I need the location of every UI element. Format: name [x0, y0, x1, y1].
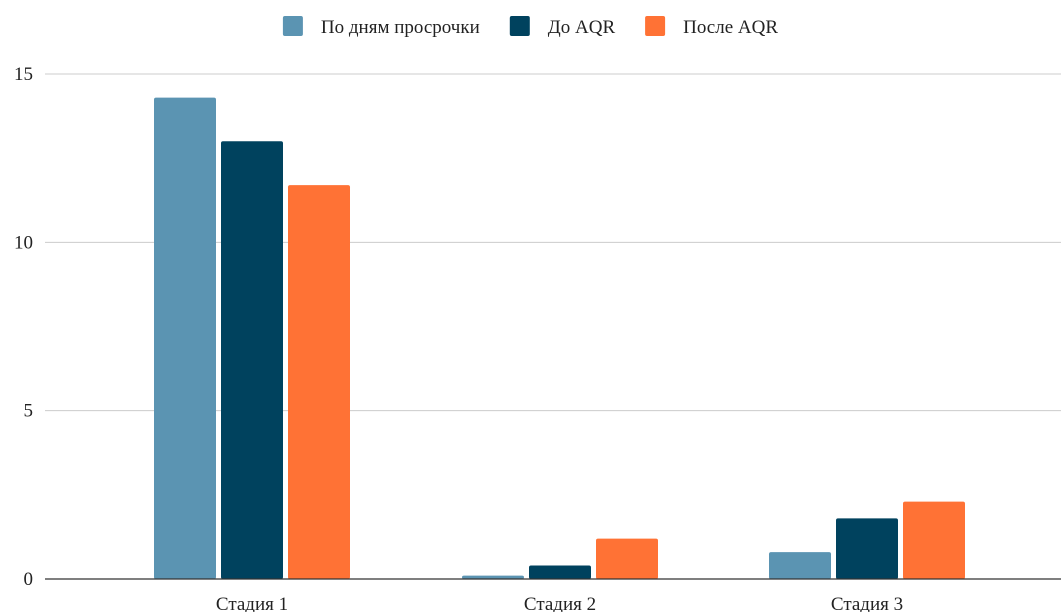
x-axis-ticks: Стадия 1 Стадия 2 Стадия 3	[216, 594, 903, 612]
bar-до-aqr-стадия-2	[529, 565, 591, 579]
bar-после-aqr-стадия-3	[903, 501, 965, 579]
y-tick-label-10: 10	[14, 232, 33, 253]
legend-swatch-после-aqr	[645, 16, 666, 36]
bar-по-дням-просрочки-стадия-3	[769, 552, 831, 579]
bar-до-aqr-стадия-1	[221, 141, 283, 580]
x-tick-label-стадия-3: Стадия 3	[831, 594, 903, 612]
y-tick-label-5: 5	[24, 401, 34, 422]
legend-swatch-до-aqr	[509, 16, 530, 36]
bar-после-aqr-стадия-2	[596, 538, 658, 579]
legend-swatch-по-дням-просрочки	[282, 16, 303, 36]
bar-по-дням-просрочки-стадия-1	[154, 97, 216, 579]
y-axis-ticks: 0 5 10 15	[14, 64, 33, 590]
legend-label-после-aqr: После AQR	[683, 17, 778, 38]
legend-item-после-aqr: После AQR	[645, 16, 778, 38]
y-tick-label-15: 15	[14, 64, 33, 85]
x-tick-label-стадия-1: Стадия 1	[216, 594, 288, 612]
legend-item-по-дням-просрочки: По дням просрочки	[282, 16, 480, 38]
bar-после-aqr-стадия-1	[288, 185, 350, 579]
x-tick-label-стадия-2: Стадия 2	[524, 594, 596, 612]
legend-item-до-aqr: До AQR	[509, 16, 616, 38]
bar-до-aqr-стадия-3	[836, 518, 898, 579]
bar-по-дням-просрочки-стадия-2	[462, 575, 524, 579]
chart-legend: По дням просрочки До AQR После AQR	[282, 16, 778, 38]
legend-label-до-aqr: До AQR	[548, 17, 616, 38]
y-tick-label-0: 0	[24, 569, 34, 590]
legend-label-по-дням-просрочки: По дням просрочки	[321, 17, 480, 38]
bars	[154, 97, 965, 580]
